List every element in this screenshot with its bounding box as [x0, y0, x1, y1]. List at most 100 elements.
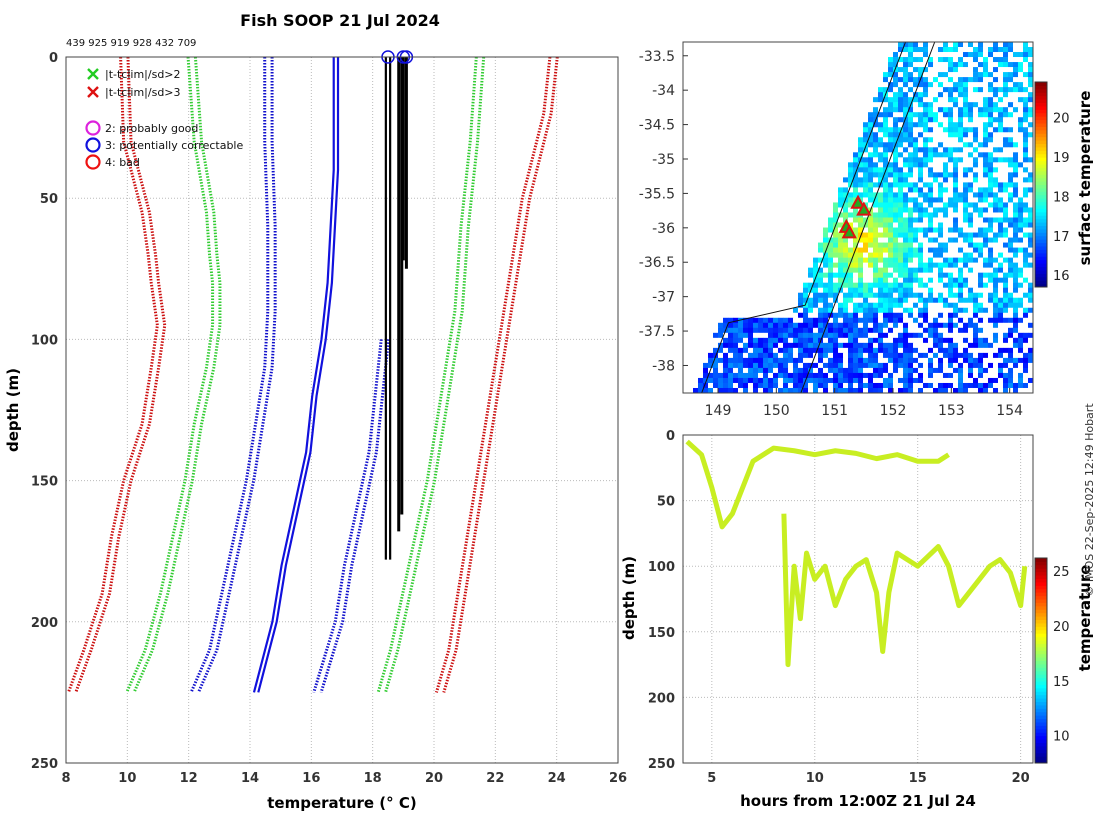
- sst-map-pixel: [828, 57, 834, 63]
- sst-map-pixel: [773, 152, 779, 158]
- sst-map-pixel: [973, 182, 979, 188]
- sst-map-pixel: [793, 292, 799, 299]
- sst-map-pixel: [743, 192, 749, 198]
- sst-map-pixel: [723, 322, 729, 329]
- sst-map-pixel: [868, 247, 874, 253]
- sst-map-pixel: [758, 232, 764, 238]
- sst-map-pixel: [778, 352, 784, 359]
- sst-map-pixel: [983, 347, 989, 354]
- sst-map-pixel: [758, 217, 764, 223]
- sst-map-pixel: [1018, 277, 1024, 283]
- sst-map-pixel: [928, 167, 934, 173]
- sst-map-pixel: [903, 217, 909, 223]
- sst-map-pixel: [988, 197, 994, 203]
- sst-map-pixel: [1018, 317, 1024, 324]
- sst-map-pixel: [833, 287, 839, 294]
- sst-map-pixel: [873, 157, 879, 163]
- sst-map-pixel: [1018, 342, 1024, 349]
- sst-map-pixel: [948, 302, 954, 309]
- sst-map-pixel: [758, 212, 764, 218]
- sst-map-pixel: [868, 82, 874, 88]
- sst-map-pixel: [853, 252, 859, 258]
- sst-map-pixel: [883, 152, 889, 158]
- sst-map-pixel: [718, 122, 724, 128]
- sst-map-pixel: [793, 107, 799, 113]
- sst-map-pixel: [783, 127, 789, 133]
- sst-map-pixel: [943, 237, 949, 243]
- sst-map-pixel: [783, 187, 789, 193]
- sst-map-pixel: [798, 317, 804, 324]
- sst-map-pixel: [888, 202, 894, 208]
- sst-map-pixel: [1013, 352, 1019, 359]
- sst-map-pixel: [973, 197, 979, 203]
- sst-map-pixel: [718, 172, 724, 178]
- sst-map-pixel: [803, 357, 809, 364]
- sst-map-pixel: [783, 162, 789, 168]
- sst-map-pixel: [928, 267, 934, 273]
- sst-map-pixel: [998, 102, 1004, 108]
- sst-map-pixel: [893, 207, 899, 213]
- sst-map-pixel: [773, 157, 779, 163]
- sst-map-pixel: [713, 92, 719, 98]
- sst-map-pixel: [788, 197, 794, 203]
- sst-map-pixel: [1008, 92, 1014, 98]
- sst-map-pixel: [798, 267, 804, 273]
- sst-map-pixel: [1028, 347, 1034, 354]
- sst-map-pixel: [863, 142, 869, 148]
- sst-map-pixel: [843, 247, 849, 253]
- sst-map-pixel: [753, 277, 759, 283]
- sst-map-pixel: [798, 117, 804, 123]
- sst-map-pixel: [748, 52, 754, 58]
- sst-map-pixel: [803, 177, 809, 183]
- sst-map-pixel: [683, 262, 689, 268]
- sst-map-pixel: [948, 62, 954, 68]
- sst-map-pixel: [748, 357, 754, 364]
- sst-map-pixel: [923, 387, 929, 394]
- sst-map-pixel: [1013, 237, 1019, 243]
- sst-map-pixel: [768, 232, 774, 238]
- sst-map-pixel: [798, 307, 804, 314]
- sst-map-pixel: [953, 337, 959, 344]
- sst-map-pixel: [788, 232, 794, 238]
- sst-map-pixel: [923, 157, 929, 163]
- sst-map-pixel: [813, 322, 819, 329]
- sst-map-pixel: [853, 227, 859, 233]
- sst-map-pixel: [688, 287, 694, 294]
- sst-map-pixel: [873, 302, 879, 309]
- sst-map-pixel: [988, 77, 994, 83]
- sst-map-pixel: [958, 252, 964, 258]
- sst-map-pixel: [968, 267, 974, 273]
- sst-map-pixel: [843, 382, 849, 389]
- sst-map-pixel: [913, 317, 919, 324]
- sst-map-pixel: [718, 242, 724, 248]
- sst-map-pixel: [818, 252, 824, 258]
- sst-map-pixel: [1003, 297, 1009, 304]
- sst-map-pixel: [748, 362, 754, 369]
- sst-map-pixel: [798, 127, 804, 133]
- sst-map-pixel: [988, 217, 994, 223]
- sst-map-pixel: [838, 132, 844, 138]
- sst-map-pixel: [763, 352, 769, 359]
- sst-map-pixel: [1003, 252, 1009, 258]
- sst-map-pixel: [823, 97, 829, 103]
- sst-map-pixel: [868, 267, 874, 273]
- sst-map-pixel: [853, 177, 859, 183]
- sst-map-pixel: [908, 287, 914, 294]
- sst-map-pixel: [928, 197, 934, 203]
- sst-map-pixel: [743, 147, 749, 153]
- sst-map-pixel: [703, 372, 709, 379]
- sst-map-pixel: [688, 327, 694, 334]
- sst-map-pixel: [958, 162, 964, 168]
- sst-map-pixel: [683, 102, 689, 108]
- sst-map-pixel: [723, 97, 729, 103]
- sst-map-pixel: [948, 52, 954, 58]
- sst-map-pixel: [893, 287, 899, 294]
- sst-map-pixel: [803, 152, 809, 158]
- sst-map-pixel: [793, 327, 799, 334]
- sst-map-pixel: [688, 322, 694, 329]
- sst-map-pixel: [793, 387, 799, 394]
- sst-map-pixel: [858, 262, 864, 268]
- sst-map-pixel: [793, 277, 799, 283]
- sst-map-pixel: [833, 317, 839, 324]
- sst-map-pixel: [743, 102, 749, 108]
